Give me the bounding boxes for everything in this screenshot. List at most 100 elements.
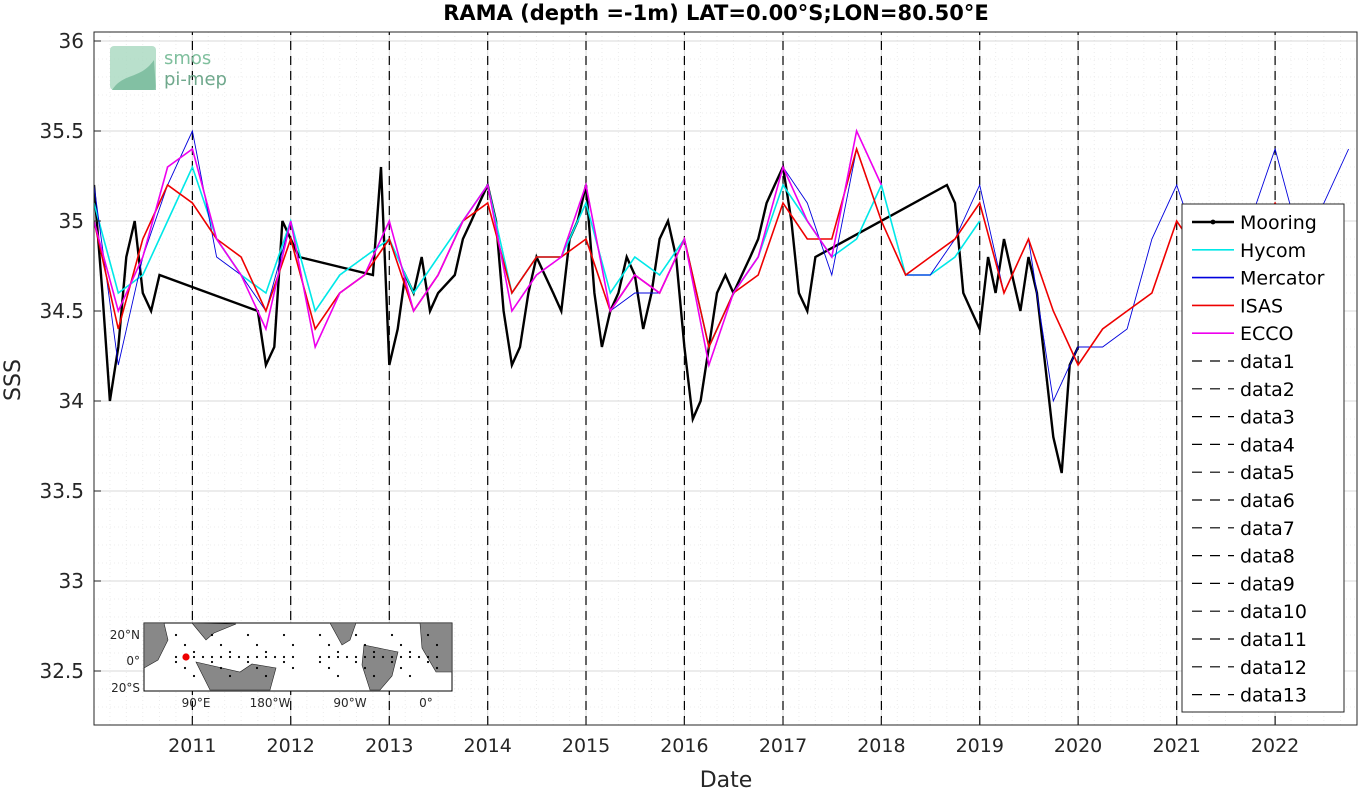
legend-label-mooring: Mooring	[1240, 212, 1317, 234]
inset-map-dot	[246, 633, 250, 637]
series-mooring	[94, 162, 1080, 474]
inset-map-dot	[390, 633, 394, 637]
inset-map-dot	[183, 643, 187, 647]
inset-map-dot	[228, 674, 232, 678]
y-tick-label-36: 36	[59, 29, 84, 53]
inset-map-dot	[210, 660, 214, 664]
inset-map-dot	[291, 666, 295, 670]
x-tick-label-2011: 2011	[168, 735, 216, 757]
inset-map-station-marker	[182, 653, 190, 661]
inset-map-australia	[195, 661, 277, 691]
inset-map-frame	[143, 622, 453, 692]
y-axis-ticks: 32.5 33 33.5 34 34.5 35 35.5 36	[39, 29, 101, 683]
logo-line1: smos	[164, 48, 211, 69]
inset-map-dot	[255, 666, 259, 670]
inset-map-dot	[174, 660, 178, 664]
inset-map-dot	[264, 655, 268, 659]
inset-map-ytick-20n: 20°N	[110, 628, 140, 642]
inset-map-dot	[282, 655, 286, 659]
inset-map-xtick-180w: 180°W	[250, 696, 291, 710]
x-tick-label-2016: 2016	[660, 735, 708, 757]
inset-map-dot	[426, 660, 430, 664]
inset-map-dot	[336, 655, 340, 659]
inset-map-dot	[228, 650, 232, 654]
x-tick-label-2021: 2021	[1153, 735, 1201, 757]
inset-map-dot	[435, 666, 439, 670]
legend-label-data3: data3	[1240, 407, 1295, 429]
inset-map-dot	[219, 666, 223, 670]
logo-wave-icon	[112, 60, 156, 90]
inset-map-dot	[399, 655, 403, 659]
inset-map-asia	[191, 622, 237, 641]
inset-map-dot	[192, 650, 196, 654]
inset-map-dot	[210, 633, 214, 637]
y-tick-label-33: 33	[59, 569, 84, 593]
inset-map-dot	[354, 660, 358, 664]
legend-marker-mooring	[1210, 219, 1216, 225]
x-axis-label: Date	[700, 768, 753, 790]
inset-map-dot	[246, 655, 250, 659]
inset-map-dot	[192, 655, 196, 659]
legend-label-data5: data5	[1240, 462, 1295, 484]
inset-map-dot	[282, 660, 286, 664]
inset-map-south-america	[361, 644, 399, 691]
legend-label-data7: data7	[1240, 518, 1295, 540]
inset-map-dot	[237, 655, 241, 659]
legend: Mooring Hycom Mercator ISAS ECCO data1 data2 da…	[1181, 203, 1345, 713]
x-tick-label-2022: 2022	[1251, 735, 1299, 757]
inset-map-dot	[228, 655, 232, 659]
chart-title: RAMA (depth =-1m) LAT=0.00°S;LON=80.50°E	[443, 1, 989, 25]
y-tick-label-35: 35	[59, 209, 84, 233]
inset-map-dot	[264, 674, 268, 678]
inset-map-xtick-0: 0°	[419, 696, 433, 710]
legend-label-hycom: Hycom	[1240, 240, 1306, 262]
legend-label-data11: data11	[1240, 629, 1307, 651]
inset-map-dot	[354, 633, 358, 637]
inset-map-dot	[255, 643, 259, 647]
inset-map-dot	[336, 650, 340, 654]
inset-map-dot	[246, 660, 250, 664]
logo-line2: pi-mep	[164, 69, 227, 90]
inset-map-dot	[372, 650, 376, 654]
inset-map-dot	[318, 633, 322, 637]
inset-map-dot	[219, 643, 223, 647]
x-tick-label-2015: 2015	[562, 735, 610, 757]
smos-pimep-logo: smos pi-mep	[110, 46, 227, 90]
inset-map-dot	[417, 655, 421, 659]
inset-map-dot	[327, 666, 331, 670]
inset-map-dot	[399, 666, 403, 670]
y-tick-label-34-5: 34.5	[39, 299, 84, 323]
series-isas	[94, 146, 1300, 367]
legend-label-data2: data2	[1240, 379, 1295, 401]
x-tick-label-2019: 2019	[956, 735, 1004, 757]
inset-map-dot	[363, 666, 367, 670]
inset-map-dot	[327, 655, 331, 659]
inset-map-dot	[381, 655, 385, 659]
x-tick-label-2020: 2020	[1054, 735, 1102, 757]
inset-map-dot	[327, 643, 331, 647]
legend-label-data13: data13	[1240, 685, 1307, 707]
inset-map-ytick-0: 0°	[126, 654, 140, 668]
inset-map-central-america	[329, 622, 357, 646]
inset-map-dot	[183, 666, 187, 670]
inset-map-ytick-20s: 20°S	[111, 681, 140, 695]
inset-map-dot	[219, 655, 223, 659]
inset-map-dot	[408, 655, 412, 659]
legend-label-data6: data6	[1240, 490, 1295, 512]
y-axis-label: SSS	[1, 359, 26, 401]
inset-map-dot	[192, 674, 196, 678]
y-tick-label-34: 34	[59, 389, 84, 413]
legend-label-data9: data9	[1240, 573, 1295, 595]
inset-map-dot	[372, 655, 376, 659]
x-tick-label-2012: 2012	[267, 735, 315, 757]
inset-map: 20°N 0° 20°S 90°E 180°W 90°W 0°	[110, 622, 453, 710]
inset-map-dot	[291, 643, 295, 647]
legend-label-isas: ISAS	[1240, 295, 1283, 317]
inset-map-dot	[255, 655, 259, 659]
inset-map-dot	[408, 674, 412, 678]
inset-map-dot	[426, 633, 430, 637]
inset-map-dot	[435, 655, 439, 659]
inset-map-dot	[291, 655, 295, 659]
inset-map-dot	[426, 655, 430, 659]
inset-map-dot	[354, 655, 358, 659]
